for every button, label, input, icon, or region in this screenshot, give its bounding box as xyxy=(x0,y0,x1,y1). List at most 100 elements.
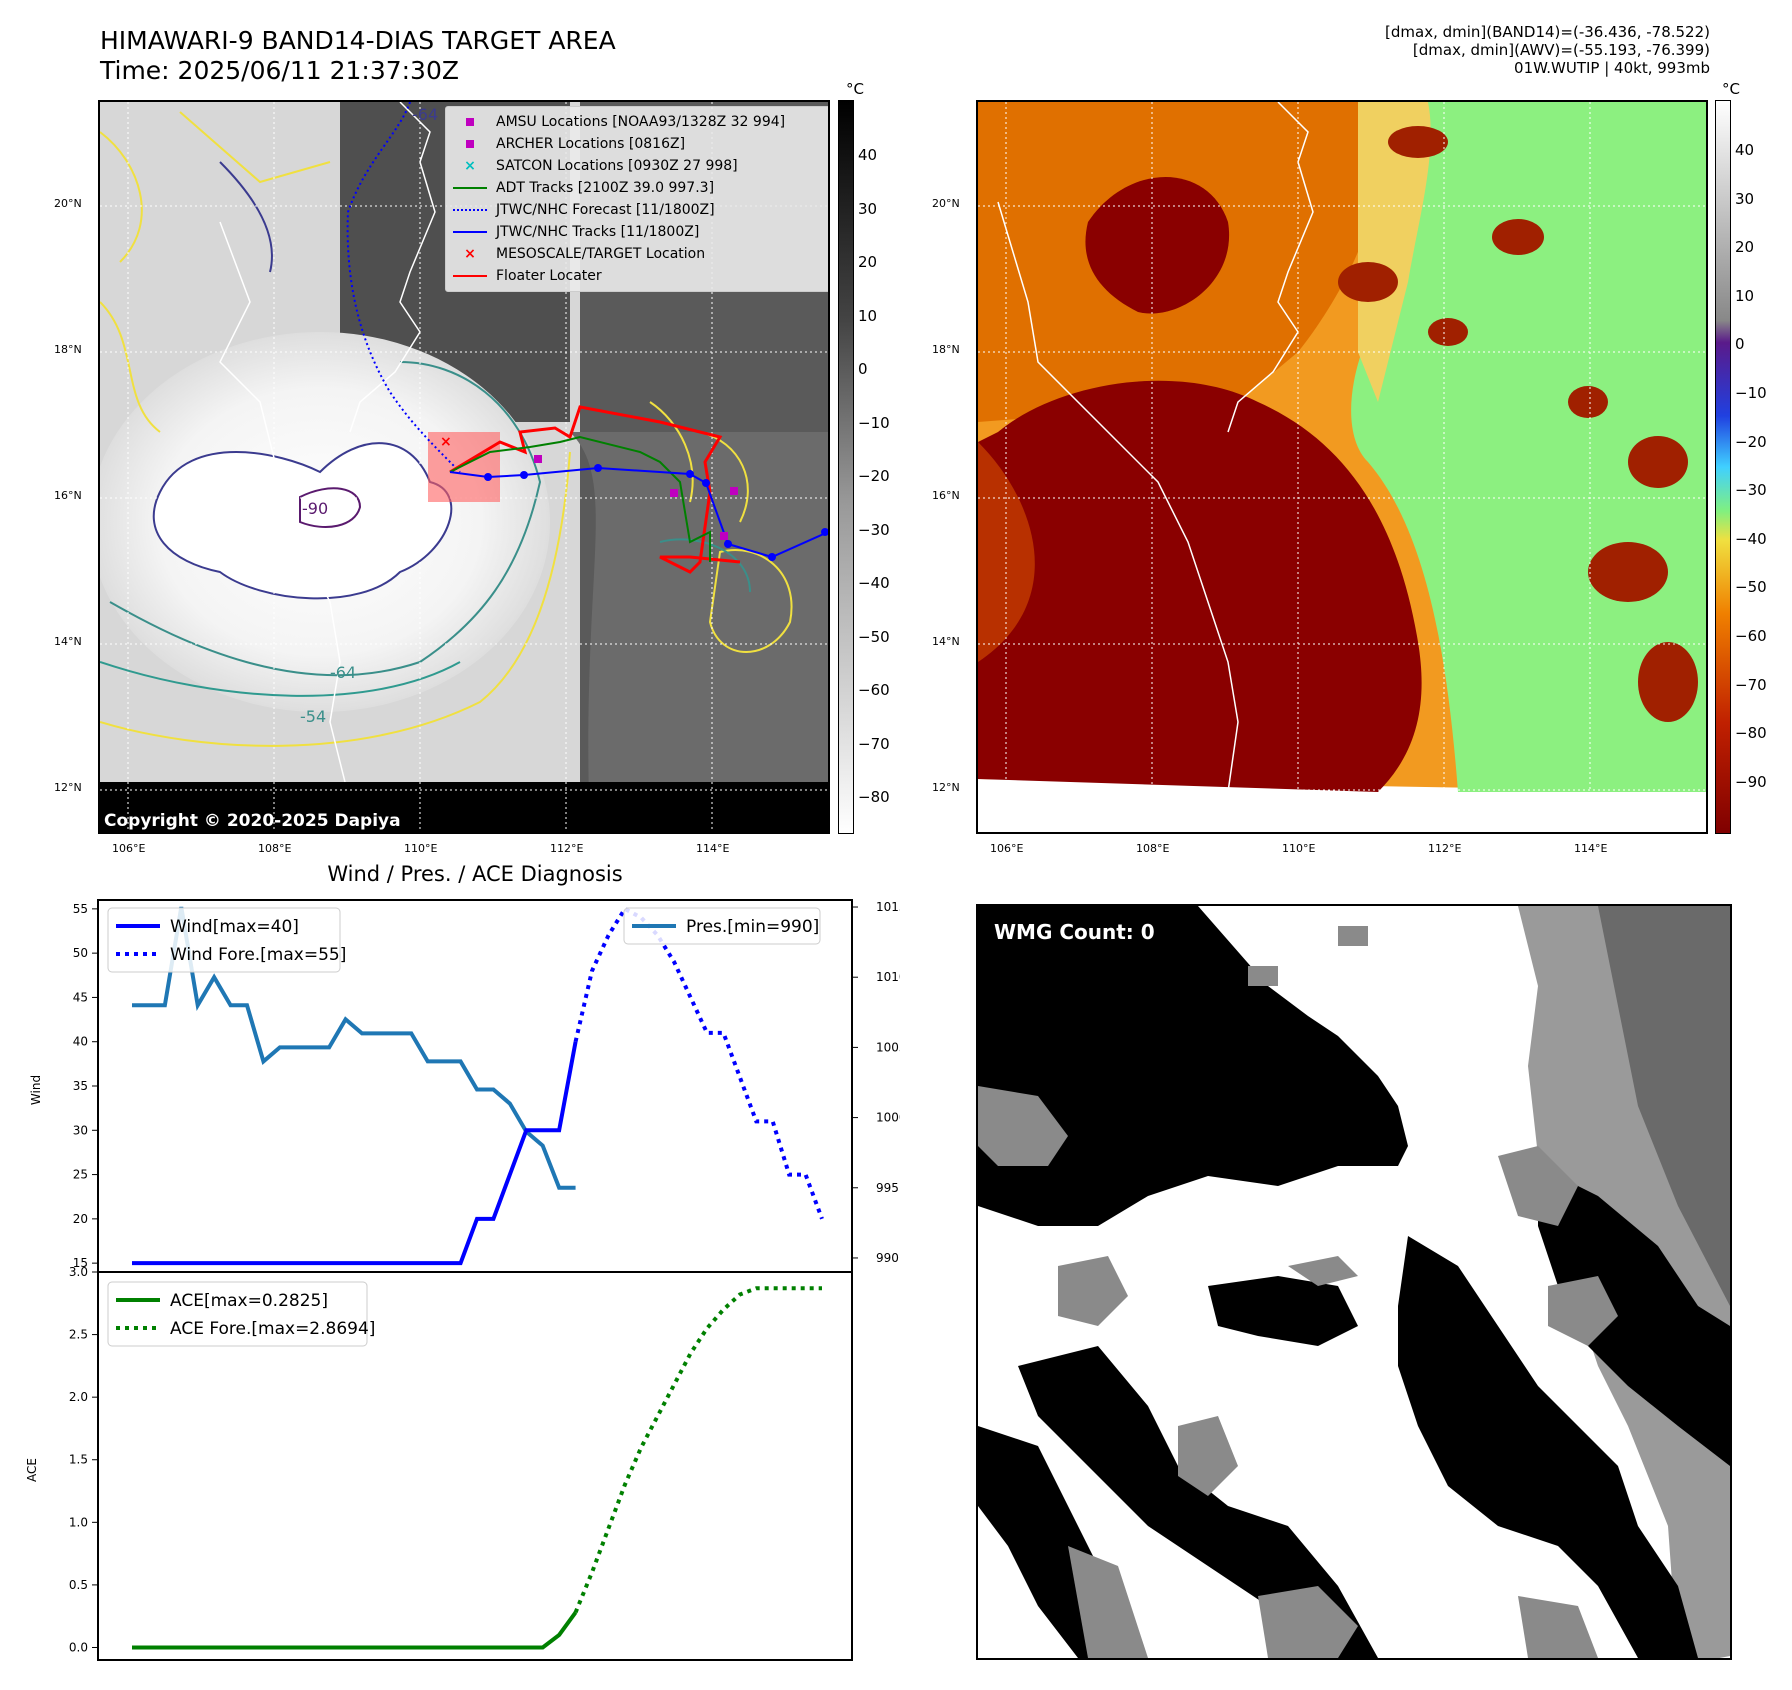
contour-label: -64 xyxy=(330,663,356,682)
ace-tick-label: 0.0 xyxy=(69,1640,88,1654)
ace-tick-label: 1.5 xyxy=(69,1453,88,1467)
wmg-dark-region xyxy=(978,906,1408,1226)
legend-entry: ARCHER Locations [0816Z] xyxy=(452,133,828,155)
wmg-panel: WMG Count: 0 xyxy=(976,904,1732,1660)
legend-swatch xyxy=(452,268,488,284)
right-colorbar xyxy=(1715,100,1731,834)
lon-label: 110°E xyxy=(404,842,438,855)
colorbar-tick: 30 xyxy=(1735,189,1755,208)
legend-swatch xyxy=(452,202,488,218)
legend-label: Pres.[min=990] xyxy=(686,917,819,937)
target-marker: × xyxy=(440,434,452,450)
wind-axis-label: Wind xyxy=(29,1075,43,1105)
colorbar-tick: 40 xyxy=(1735,141,1755,159)
ace-tick-label: 2.0 xyxy=(69,1390,88,1404)
y-tick-label: 55 xyxy=(73,902,88,916)
y-tick-label: 20 xyxy=(73,1212,88,1226)
colorbar-tick: −80 xyxy=(1735,724,1767,743)
legend-swatch xyxy=(452,136,488,152)
lat-label: 18°N xyxy=(932,343,960,356)
legend-label: Wind Fore.[max=55] xyxy=(170,945,346,965)
legend-label: ACE Fore.[max=2.8694] xyxy=(170,1319,375,1339)
y-tick-label: 50 xyxy=(73,946,88,960)
ace-axis-label: ACE xyxy=(25,1458,39,1482)
legend-label: ARCHER Locations [0816Z] xyxy=(496,136,686,152)
colorbar-tick: −10 xyxy=(858,413,890,432)
colorbar-tick: 20 xyxy=(858,253,878,271)
colorbar-tick: −20 xyxy=(1735,432,1767,451)
y2-tick-label: 995 xyxy=(876,1181,899,1195)
colorbar-tick: 10 xyxy=(858,306,878,325)
title-line1: HIMAWARI-9 BAND14-DIAS TARGET AREA xyxy=(100,26,616,55)
lat-label: 16°N xyxy=(54,489,82,502)
y2-tick-label: 1000 xyxy=(876,1111,900,1125)
colorbar-tick: 0 xyxy=(1735,335,1745,354)
map-gridlines xyxy=(978,102,1706,832)
contour-label: -54 xyxy=(300,707,326,726)
colorbar-tick: −30 xyxy=(858,520,890,539)
info-line1: [dmax, dmin](BAND14)=(-36.436, -78.522) xyxy=(1385,23,1710,41)
copyright-text: Copyright © 2020-2025 Dapiya xyxy=(104,811,401,831)
legend-swatch: × xyxy=(464,246,476,262)
jtwc-track-points xyxy=(484,464,828,561)
ace-legend xyxy=(107,1281,368,1347)
left-colorbar-unit: °C xyxy=(846,80,864,98)
lon-label: 108°E xyxy=(258,842,292,855)
y2-tick-label: 1015 xyxy=(876,900,900,914)
colorbar-tick: −60 xyxy=(858,681,890,699)
colorbar-tick: 30 xyxy=(858,199,878,218)
legend-swatch xyxy=(452,114,488,130)
amsu-archer-markers xyxy=(534,455,738,540)
moist-region xyxy=(1351,102,1706,792)
lon-label: 106°E xyxy=(990,842,1024,855)
legend-entry: × MESOSCALE/TARGET Location xyxy=(452,243,828,265)
y-tick-label: 25 xyxy=(73,1168,88,1182)
lat-label: 20°N xyxy=(54,197,82,210)
colorbar-tick: −70 xyxy=(1735,675,1767,694)
y-tick-label: 40 xyxy=(73,1035,88,1049)
chart-title: HIMAWARI-9 BAND14-DIAS TARGET AREA Time:… xyxy=(100,26,616,86)
colorbar-tick: 20 xyxy=(1735,238,1755,257)
lat-label: 12°N xyxy=(54,781,82,794)
title-line2: Time: 2025/06/11 21:37:30Z xyxy=(100,56,459,85)
left-colorbar xyxy=(838,100,854,834)
info-line3: 01W.WUTIP | 40kt, 993mb xyxy=(1514,59,1710,77)
legend-label: MESOSCALE/TARGET Location xyxy=(496,246,706,262)
legend-entry: JTWC/NHC Tracks [11/1800Z] xyxy=(452,221,828,243)
legend-entry: AMSU Locations [NOAA93/1328Z 32 994] xyxy=(452,111,828,133)
colorbar-tick: −80 xyxy=(858,788,890,806)
colorbar-tick: −40 xyxy=(858,574,890,592)
contour-label: -64 xyxy=(412,105,438,124)
legend-swatch xyxy=(452,224,488,240)
colorbar-tick: 10 xyxy=(1735,286,1755,305)
series-line-pres-min-990 xyxy=(132,906,576,1190)
band14-map: × -90 -64 -54 -64 Copyright © 2020-2025 … xyxy=(98,100,830,834)
wind-legend xyxy=(107,907,341,973)
series-line-wind-max-40 xyxy=(132,1041,578,1266)
lat-label: 14°N xyxy=(54,635,82,648)
lat-label: 14°N xyxy=(932,635,960,648)
colorbar-tick: −50 xyxy=(1735,578,1767,597)
series-line-ace-max-0-2825 xyxy=(132,1611,578,1650)
legend-label: SATCON Locations [0930Z 27 998] xyxy=(496,158,738,174)
lon-label: 106°E xyxy=(112,842,146,855)
awv-map-svg xyxy=(978,102,1706,832)
colorbar-tick: 40 xyxy=(858,146,878,164)
legend-entry: Floater Locater xyxy=(452,265,828,287)
ace-tick-label: 1.0 xyxy=(69,1515,88,1529)
colorbar-tick: −30 xyxy=(1735,481,1767,500)
legend-label: Floater Locater xyxy=(496,268,602,284)
diagnosis-title: Wind / Pres. / ACE Diagnosis xyxy=(327,862,623,886)
adt-track xyxy=(449,435,711,562)
convective-cells xyxy=(1338,126,1698,722)
legend-label: JTWC/NHC Tracks [11/1800Z] xyxy=(496,224,700,240)
colorbar-tick: −70 xyxy=(858,734,890,753)
legend-entry: × SATCON Locations [0930Z 27 998] xyxy=(452,155,828,177)
wmg-count-label: WMG Count: 0 xyxy=(988,918,1161,946)
contour-label: -90 xyxy=(302,499,328,518)
map-legend: AMSU Locations [NOAA93/1328Z 32 994] ARCH… xyxy=(445,106,828,292)
lat-label: 20°N xyxy=(932,197,960,210)
lat-label: 12°N xyxy=(932,781,960,794)
lon-label: 114°E xyxy=(696,842,730,855)
